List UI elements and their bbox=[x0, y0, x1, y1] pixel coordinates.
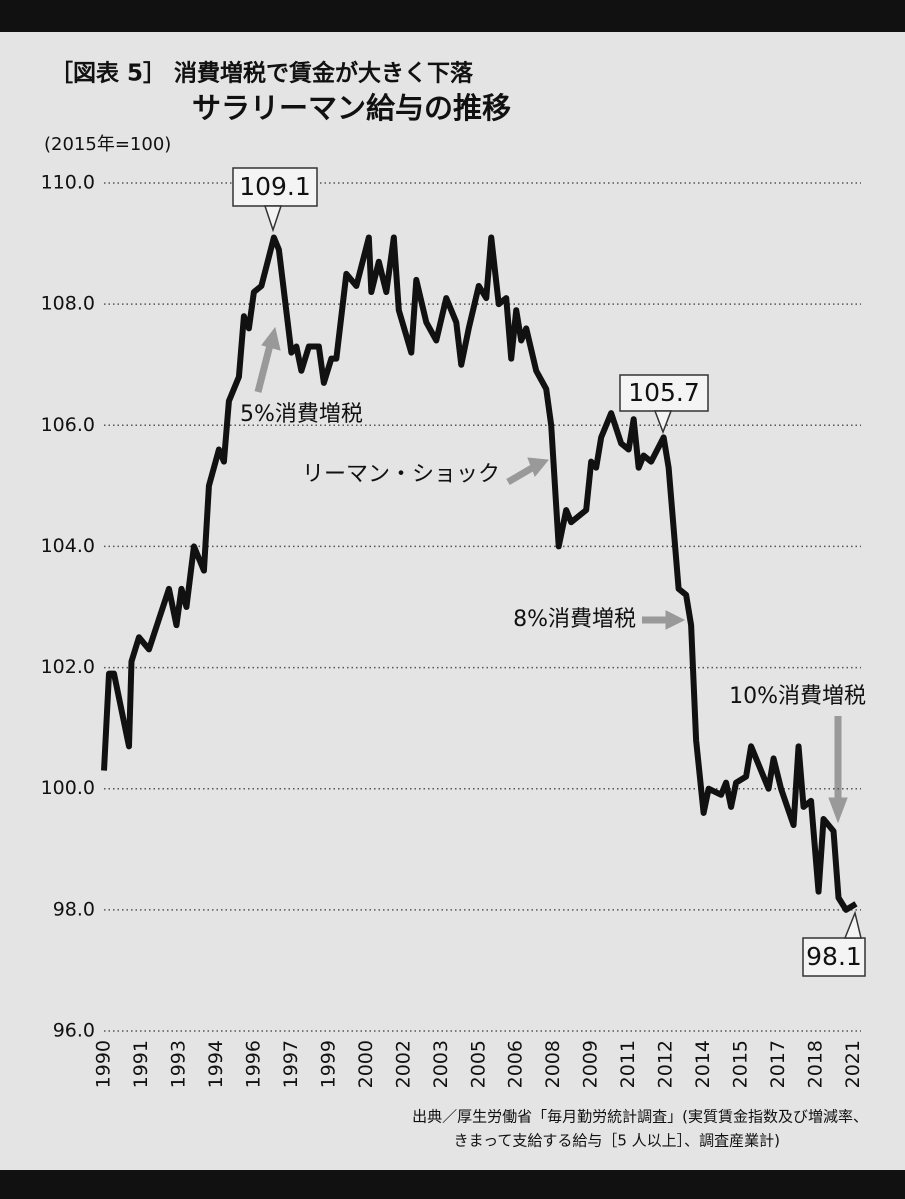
x-tick-label: 1990 bbox=[93, 1040, 115, 1088]
callout-pointer bbox=[653, 410, 673, 435]
arrow bbox=[254, 344, 274, 393]
y-tick-label: 104.0 bbox=[41, 535, 95, 557]
x-tick-label: 2018 bbox=[805, 1040, 827, 1088]
source: きまって支給する給与［5 人以上］、調査産業計) bbox=[454, 1132, 780, 1150]
x-tick-label: 2021 bbox=[842, 1040, 864, 1088]
x-tick-label: 1996 bbox=[242, 1040, 264, 1088]
chart-title: ［図表 5］ 消費増税で賃金が大きく下落 bbox=[50, 60, 474, 87]
x-tick-label: 2003 bbox=[430, 1040, 452, 1088]
x-tick-label: 2011 bbox=[617, 1040, 639, 1088]
y-tick-label: 110.0 bbox=[41, 172, 95, 194]
y-tick-label: 108.0 bbox=[41, 293, 95, 315]
x-tick-label: 1994 bbox=[205, 1040, 227, 1088]
x-tick-label: 2014 bbox=[692, 1040, 714, 1088]
source: 出典／厚生労働省「毎月勤労統計調査」(実質賃金指数及び増減率、 bbox=[412, 1108, 868, 1126]
chart-subtitle: サラリーマン給与の推移 bbox=[192, 91, 511, 125]
annotation: 10%消費増税 bbox=[729, 684, 866, 709]
x-tick-label: 2012 bbox=[655, 1040, 677, 1088]
x-tick-label: 2000 bbox=[355, 1040, 377, 1088]
annotation: 8%消費増税 bbox=[513, 607, 636, 632]
annotation: 5%消費増税 bbox=[240, 402, 363, 427]
arrow-head bbox=[527, 457, 549, 477]
x-tick-label: 1999 bbox=[317, 1040, 339, 1088]
callout-label: 105.7 bbox=[628, 378, 700, 407]
y-tick-label: 102.0 bbox=[41, 656, 95, 678]
x-tick-label: 2002 bbox=[392, 1040, 414, 1088]
arrows bbox=[254, 326, 848, 824]
callout-pointer bbox=[843, 910, 862, 939]
y-tick-label: 96.0 bbox=[53, 1020, 95, 1042]
y-tick-label: 100.0 bbox=[41, 777, 95, 799]
callout-label: 98.1 bbox=[806, 942, 862, 971]
x-tick-label: 2015 bbox=[730, 1040, 752, 1088]
x-tick-label: 2008 bbox=[542, 1040, 564, 1088]
x-tick-label: 2009 bbox=[580, 1040, 602, 1088]
callout-label: 109.1 bbox=[239, 172, 311, 201]
x-tick-label: 1993 bbox=[167, 1040, 189, 1088]
arrow-head bbox=[828, 797, 848, 824]
annotation: リーマン・ショック bbox=[302, 462, 500, 487]
arrow bbox=[506, 464, 534, 486]
callout-pointer bbox=[263, 205, 283, 233]
top-band bbox=[0, 0, 905, 32]
x-tick-label: 1991 bbox=[130, 1040, 152, 1088]
callout-box bbox=[802, 937, 866, 977]
line bbox=[101, 234, 858, 913]
x-tick-label: 2006 bbox=[505, 1040, 527, 1088]
bottom-band bbox=[0, 1170, 905, 1199]
y-tick-label: 98.0 bbox=[53, 898, 95, 920]
x-tick-label: 2005 bbox=[467, 1040, 489, 1088]
y-axis-label: (2015年=100) bbox=[44, 134, 171, 155]
arrow-head bbox=[665, 610, 686, 630]
x-tick-label: 2017 bbox=[767, 1040, 789, 1088]
y-tick-label: 106.0 bbox=[41, 414, 95, 436]
arrow-head bbox=[261, 326, 281, 351]
x-tick-label: 1997 bbox=[280, 1040, 302, 1088]
